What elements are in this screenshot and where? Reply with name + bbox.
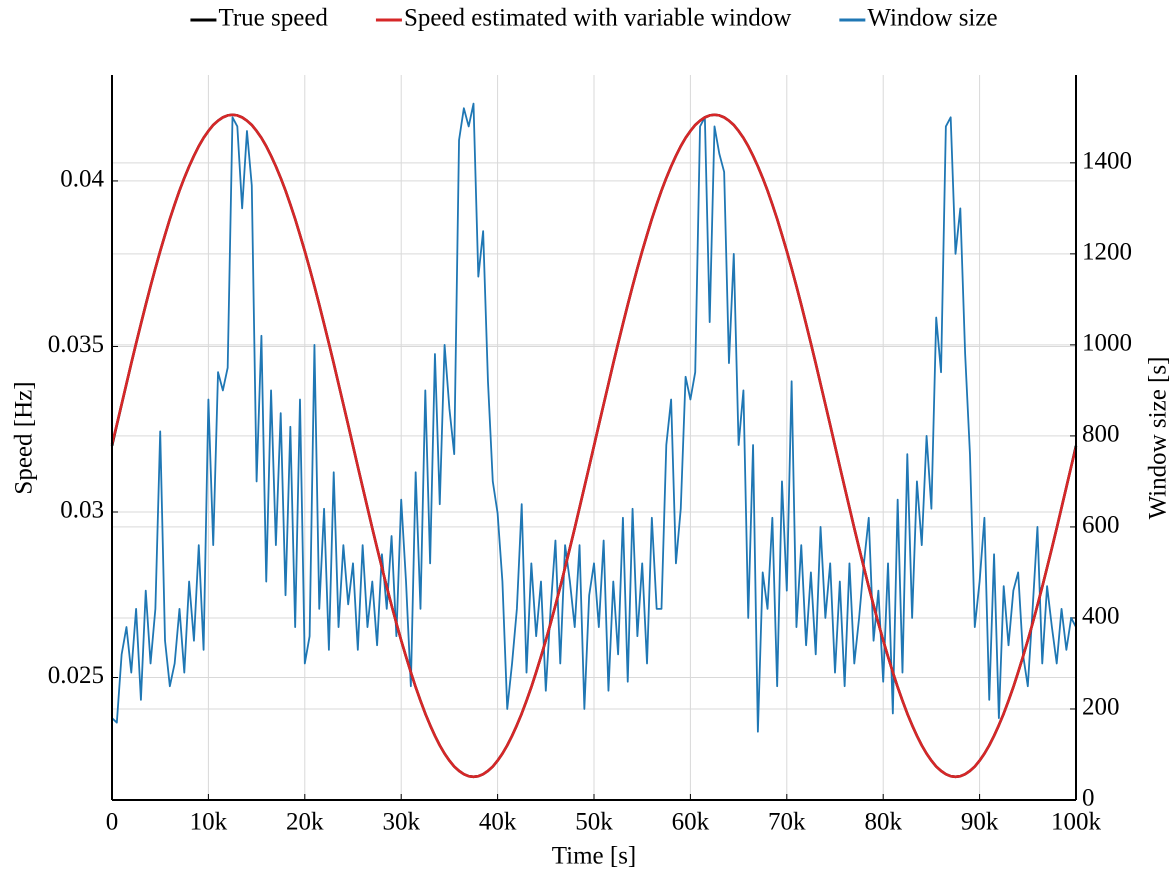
x-tick-label: 90k: [961, 809, 999, 836]
x-tick-label: 50k: [575, 809, 613, 836]
series-line: [110, 113, 1078, 779]
legend-label: Speed estimated with variable window: [404, 5, 791, 32]
x-tick-label: 40k: [479, 809, 517, 836]
y2-tick-label: 200: [1082, 694, 1120, 721]
y2-tick-label: 1000: [1082, 330, 1132, 357]
y-tick-label: 0.035: [48, 331, 104, 358]
y-tick-label: 0.03: [60, 497, 104, 524]
y2-axis-label: Window size [s]: [1145, 357, 1172, 520]
x-tick-label: 100k: [1051, 809, 1102, 836]
y2-tick-label: 600: [1082, 512, 1120, 539]
x-tick-label: 10k: [190, 809, 228, 836]
x-tick-label: 20k: [286, 809, 324, 836]
legend-label: True speed: [218, 5, 328, 32]
x-tick-label: 80k: [864, 809, 902, 836]
y2-tick-label: 0: [1082, 785, 1095, 812]
x-axis-label: Time [s]: [552, 843, 637, 870]
x-tick-label: 30k: [382, 809, 420, 836]
x-tick-label: 0: [106, 809, 119, 836]
y-axis-label: Speed [Hz]: [11, 381, 38, 494]
series-line: [111, 102, 1077, 733]
x-tick-label: 60k: [672, 809, 710, 836]
legend: True speed Speed estimated with variable …: [190, 5, 998, 32]
y-tick-label: 0.025: [48, 662, 104, 689]
y2-tick-label: 1400: [1082, 148, 1132, 175]
y2-tick-label: 1200: [1082, 239, 1132, 266]
x-tick-label: 70k: [768, 809, 806, 836]
y2-tick-label: 800: [1082, 421, 1120, 448]
y-tick-label: 0.04: [60, 166, 104, 193]
legend-label: Window size: [867, 5, 997, 32]
y2-tick-label: 400: [1082, 603, 1120, 630]
